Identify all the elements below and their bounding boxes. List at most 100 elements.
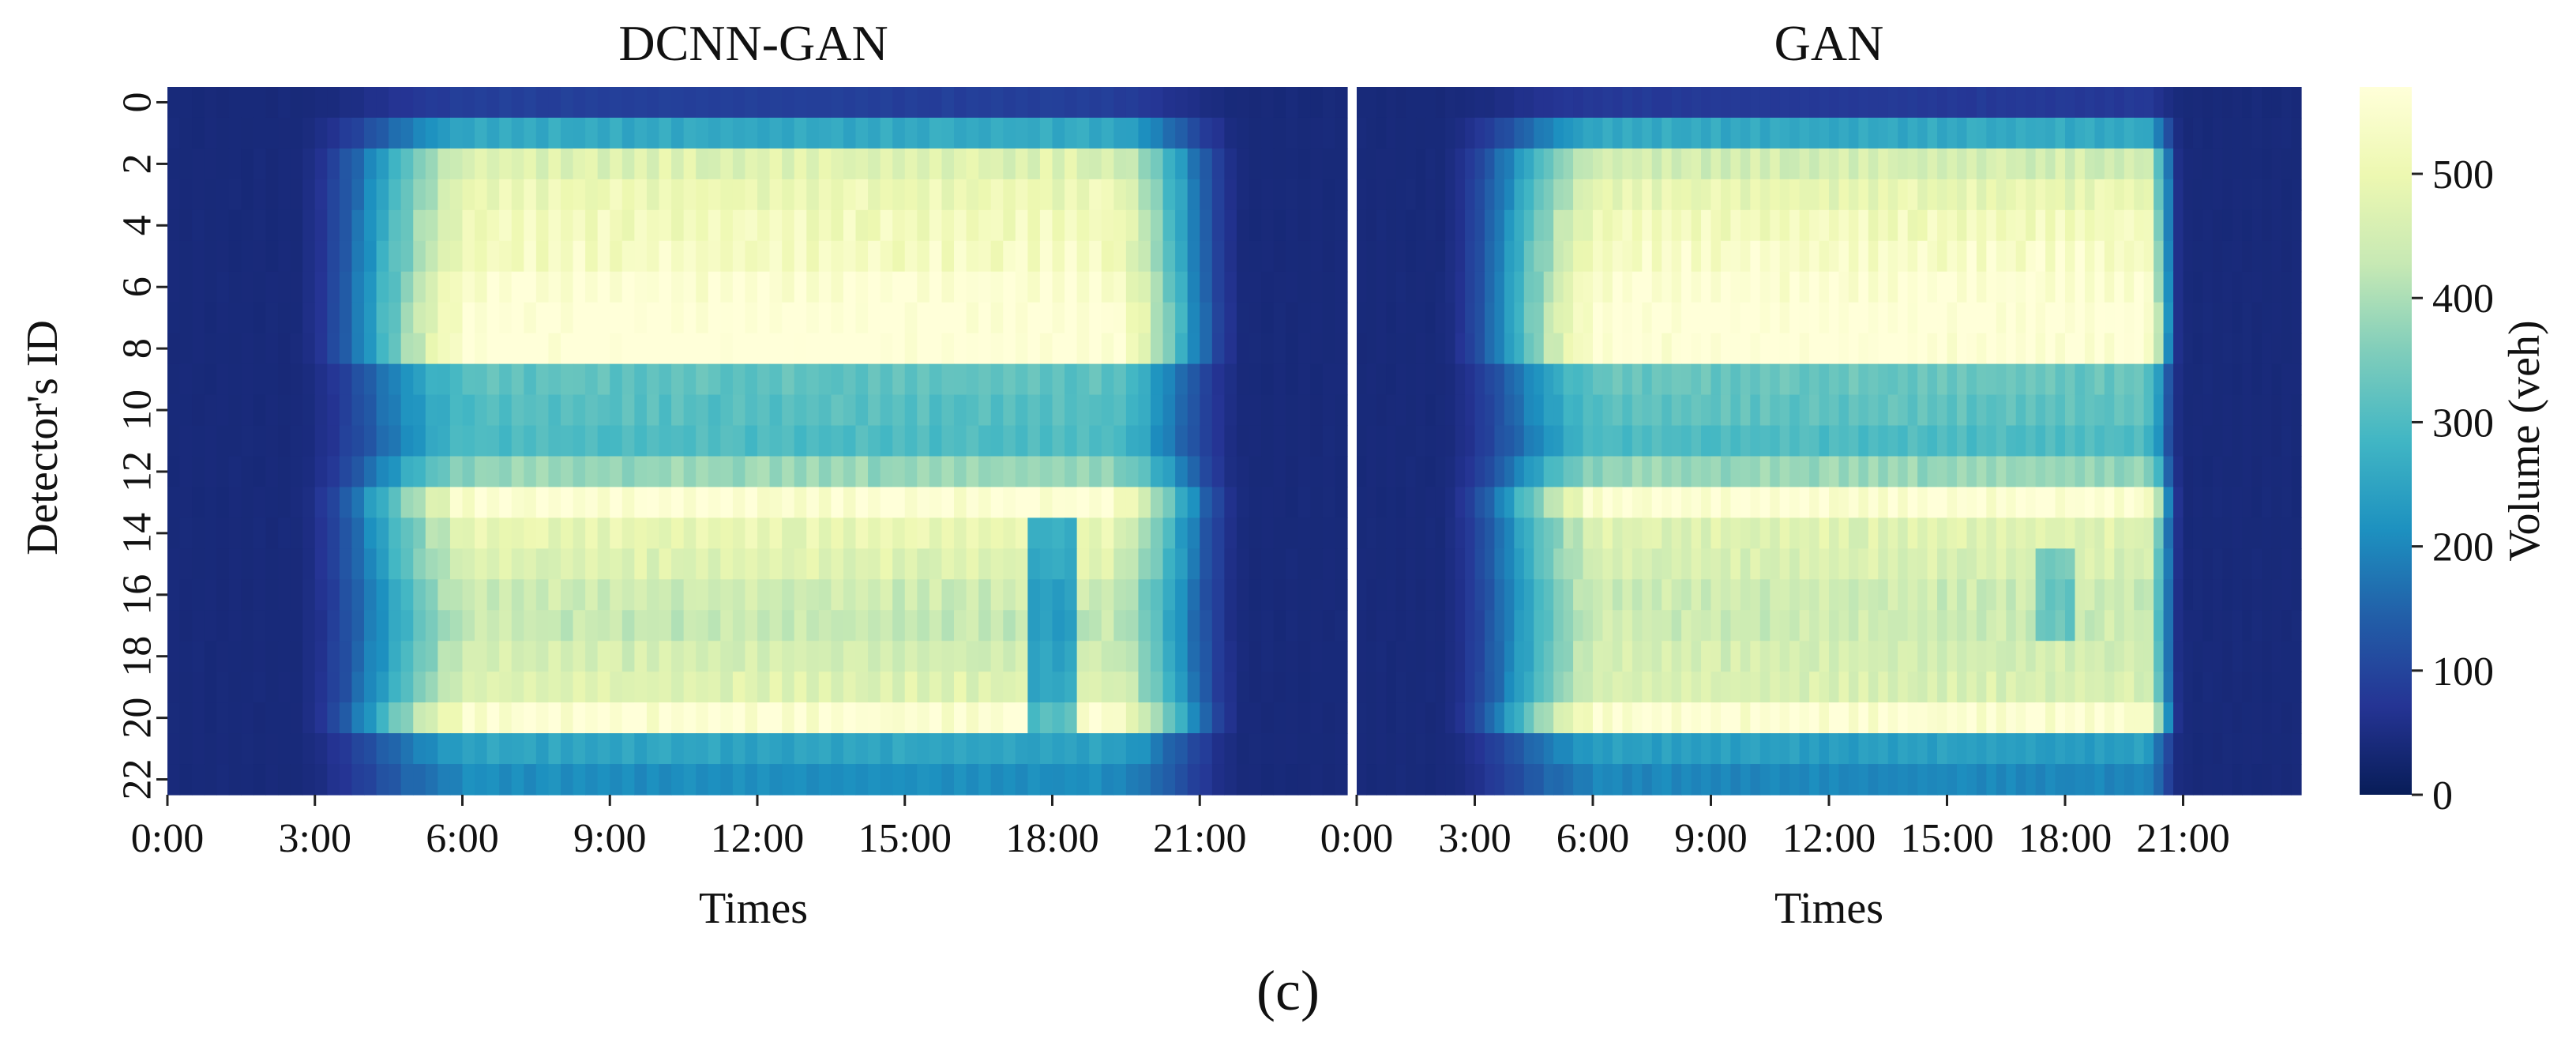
- heatmap-cell: [1039, 302, 1053, 334]
- heatmap-cell: [2094, 517, 2105, 549]
- heatmap-cell: [1297, 117, 1311, 149]
- heatmap-cell: [855, 363, 869, 396]
- heatmap-cell: [1662, 764, 1673, 796]
- heatmap-cell: [2006, 333, 2017, 365]
- heatmap-cell: [917, 394, 930, 427]
- heatmap-cell: [389, 271, 402, 303]
- heatmap-cell: [794, 672, 807, 703]
- heatmap-cell: [880, 271, 893, 303]
- heatmap-cell: [732, 733, 746, 765]
- heatmap-cell: [1003, 240, 1016, 273]
- heatmap-cell: [1602, 579, 1613, 611]
- heatmap-cell: [1662, 702, 1673, 734]
- heatmap-cell: [1632, 394, 1643, 427]
- heatmap-cell: [646, 117, 660, 149]
- heatmap-cell: [1671, 487, 1682, 518]
- heatmap-cell: [1622, 302, 1633, 334]
- heatmap-cell: [314, 117, 328, 149]
- heatmap-cell: [597, 87, 610, 119]
- heatmap-cell: [1003, 702, 1016, 734]
- heatmap-cell: [990, 333, 1004, 365]
- heatmap-cell: [179, 456, 193, 488]
- heatmap-cell: [1039, 209, 1053, 242]
- heatmap-cell: [2183, 548, 2194, 580]
- heatmap-cell: [2124, 610, 2135, 642]
- heatmap-cell: [1770, 271, 1781, 303]
- heatmap-cell: [1593, 179, 1604, 211]
- heatmap-cell: [1187, 548, 1200, 580]
- heatmap-cell: [1052, 487, 1065, 518]
- heatmap-cell: [2183, 209, 2194, 242]
- heatmap-cell: [855, 425, 869, 457]
- y-tick-label: 14: [115, 513, 160, 554]
- heatmap-cell: [1200, 641, 1213, 672]
- heatmap-cell: [1563, 517, 1574, 549]
- heatmap-cell: [2114, 87, 2125, 119]
- heatmap-cell: [1261, 209, 1275, 242]
- heatmap-cell: [1297, 487, 1311, 518]
- heatmap-cell: [696, 702, 709, 734]
- heatmap-cell: [2262, 517, 2273, 549]
- heatmap-cell: [1829, 394, 1840, 427]
- heatmap-cell: [1770, 394, 1781, 427]
- heatmap-cell: [720, 487, 734, 518]
- heatmap-cell: [253, 148, 267, 180]
- heatmap-cell: [413, 733, 426, 765]
- heatmap-cell: [228, 394, 242, 427]
- heatmap-cell: [671, 487, 685, 518]
- heatmap-cell: [167, 271, 181, 303]
- heatmap-cell: [585, 117, 599, 149]
- heatmap-cell: [1898, 117, 1909, 149]
- heatmap-cell: [818, 240, 832, 273]
- heatmap-cell: [1868, 148, 1879, 180]
- heatmap-cell: [524, 487, 537, 518]
- heatmap-cell: [1101, 425, 1114, 457]
- heatmap-cell: [376, 487, 389, 518]
- heatmap-cell: [855, 394, 869, 427]
- heatmap-cell: [941, 394, 955, 427]
- heatmap-cell: [1573, 394, 1584, 427]
- heatmap-cell: [1406, 425, 1417, 457]
- heatmap-cell: [1917, 333, 1928, 365]
- heatmap-cell: [621, 610, 635, 642]
- heatmap-cell: [1395, 240, 1406, 273]
- heatmap-cell: [2026, 672, 2037, 703]
- heatmap-cell: [400, 733, 414, 765]
- heatmap-cell: [978, 702, 992, 734]
- heatmap-cell: [302, 487, 316, 518]
- heatmap-cell: [1200, 87, 1213, 119]
- heatmap-cell: [745, 517, 758, 549]
- heatmap-cell: [376, 425, 389, 457]
- heatmap-cell: [1701, 425, 1712, 457]
- heatmap-cell: [1956, 641, 1968, 672]
- heatmap-cell: [1286, 363, 1299, 396]
- heatmap-panel-gan: GAN 0:00 3:00 6:00 9:00 12:00 15:00 18:00 21:00…: [1320, 15, 2302, 933]
- heatmap-cell: [1465, 425, 1476, 457]
- heatmap-cell: [2035, 548, 2046, 580]
- heatmap-cell: [634, 271, 648, 303]
- heatmap-cell: [1224, 548, 1237, 580]
- heatmap-cell: [2035, 702, 2046, 734]
- heatmap-cell: [880, 517, 893, 549]
- heatmap-cell: [278, 425, 291, 457]
- heatmap-cell: [2202, 394, 2214, 427]
- heatmap-cell: [400, 487, 414, 518]
- heatmap-cell: [1076, 209, 1090, 242]
- heatmap-cell: [1310, 363, 1324, 396]
- heatmap-cell: [1956, 733, 1968, 765]
- heatmap-cell: [1759, 764, 1771, 796]
- heatmap-cell: [1956, 579, 1968, 611]
- heatmap-cell: [1593, 425, 1604, 457]
- heatmap-cell: [2055, 117, 2066, 149]
- heatmap-cell: [1052, 425, 1065, 457]
- heatmap-cell: [1543, 363, 1554, 396]
- heatmap-cell: [1868, 209, 1879, 242]
- heatmap-cell: [1386, 363, 1397, 396]
- heatmap-cell: [1759, 579, 1771, 611]
- heatmap-cell: [2124, 579, 2135, 611]
- heatmap-cell: [2242, 548, 2253, 580]
- heatmap-cell: [449, 302, 464, 334]
- heatmap-cell: [1425, 579, 1436, 611]
- heatmap-cell: [1819, 548, 1830, 580]
- heatmap-cell: [2134, 456, 2145, 488]
